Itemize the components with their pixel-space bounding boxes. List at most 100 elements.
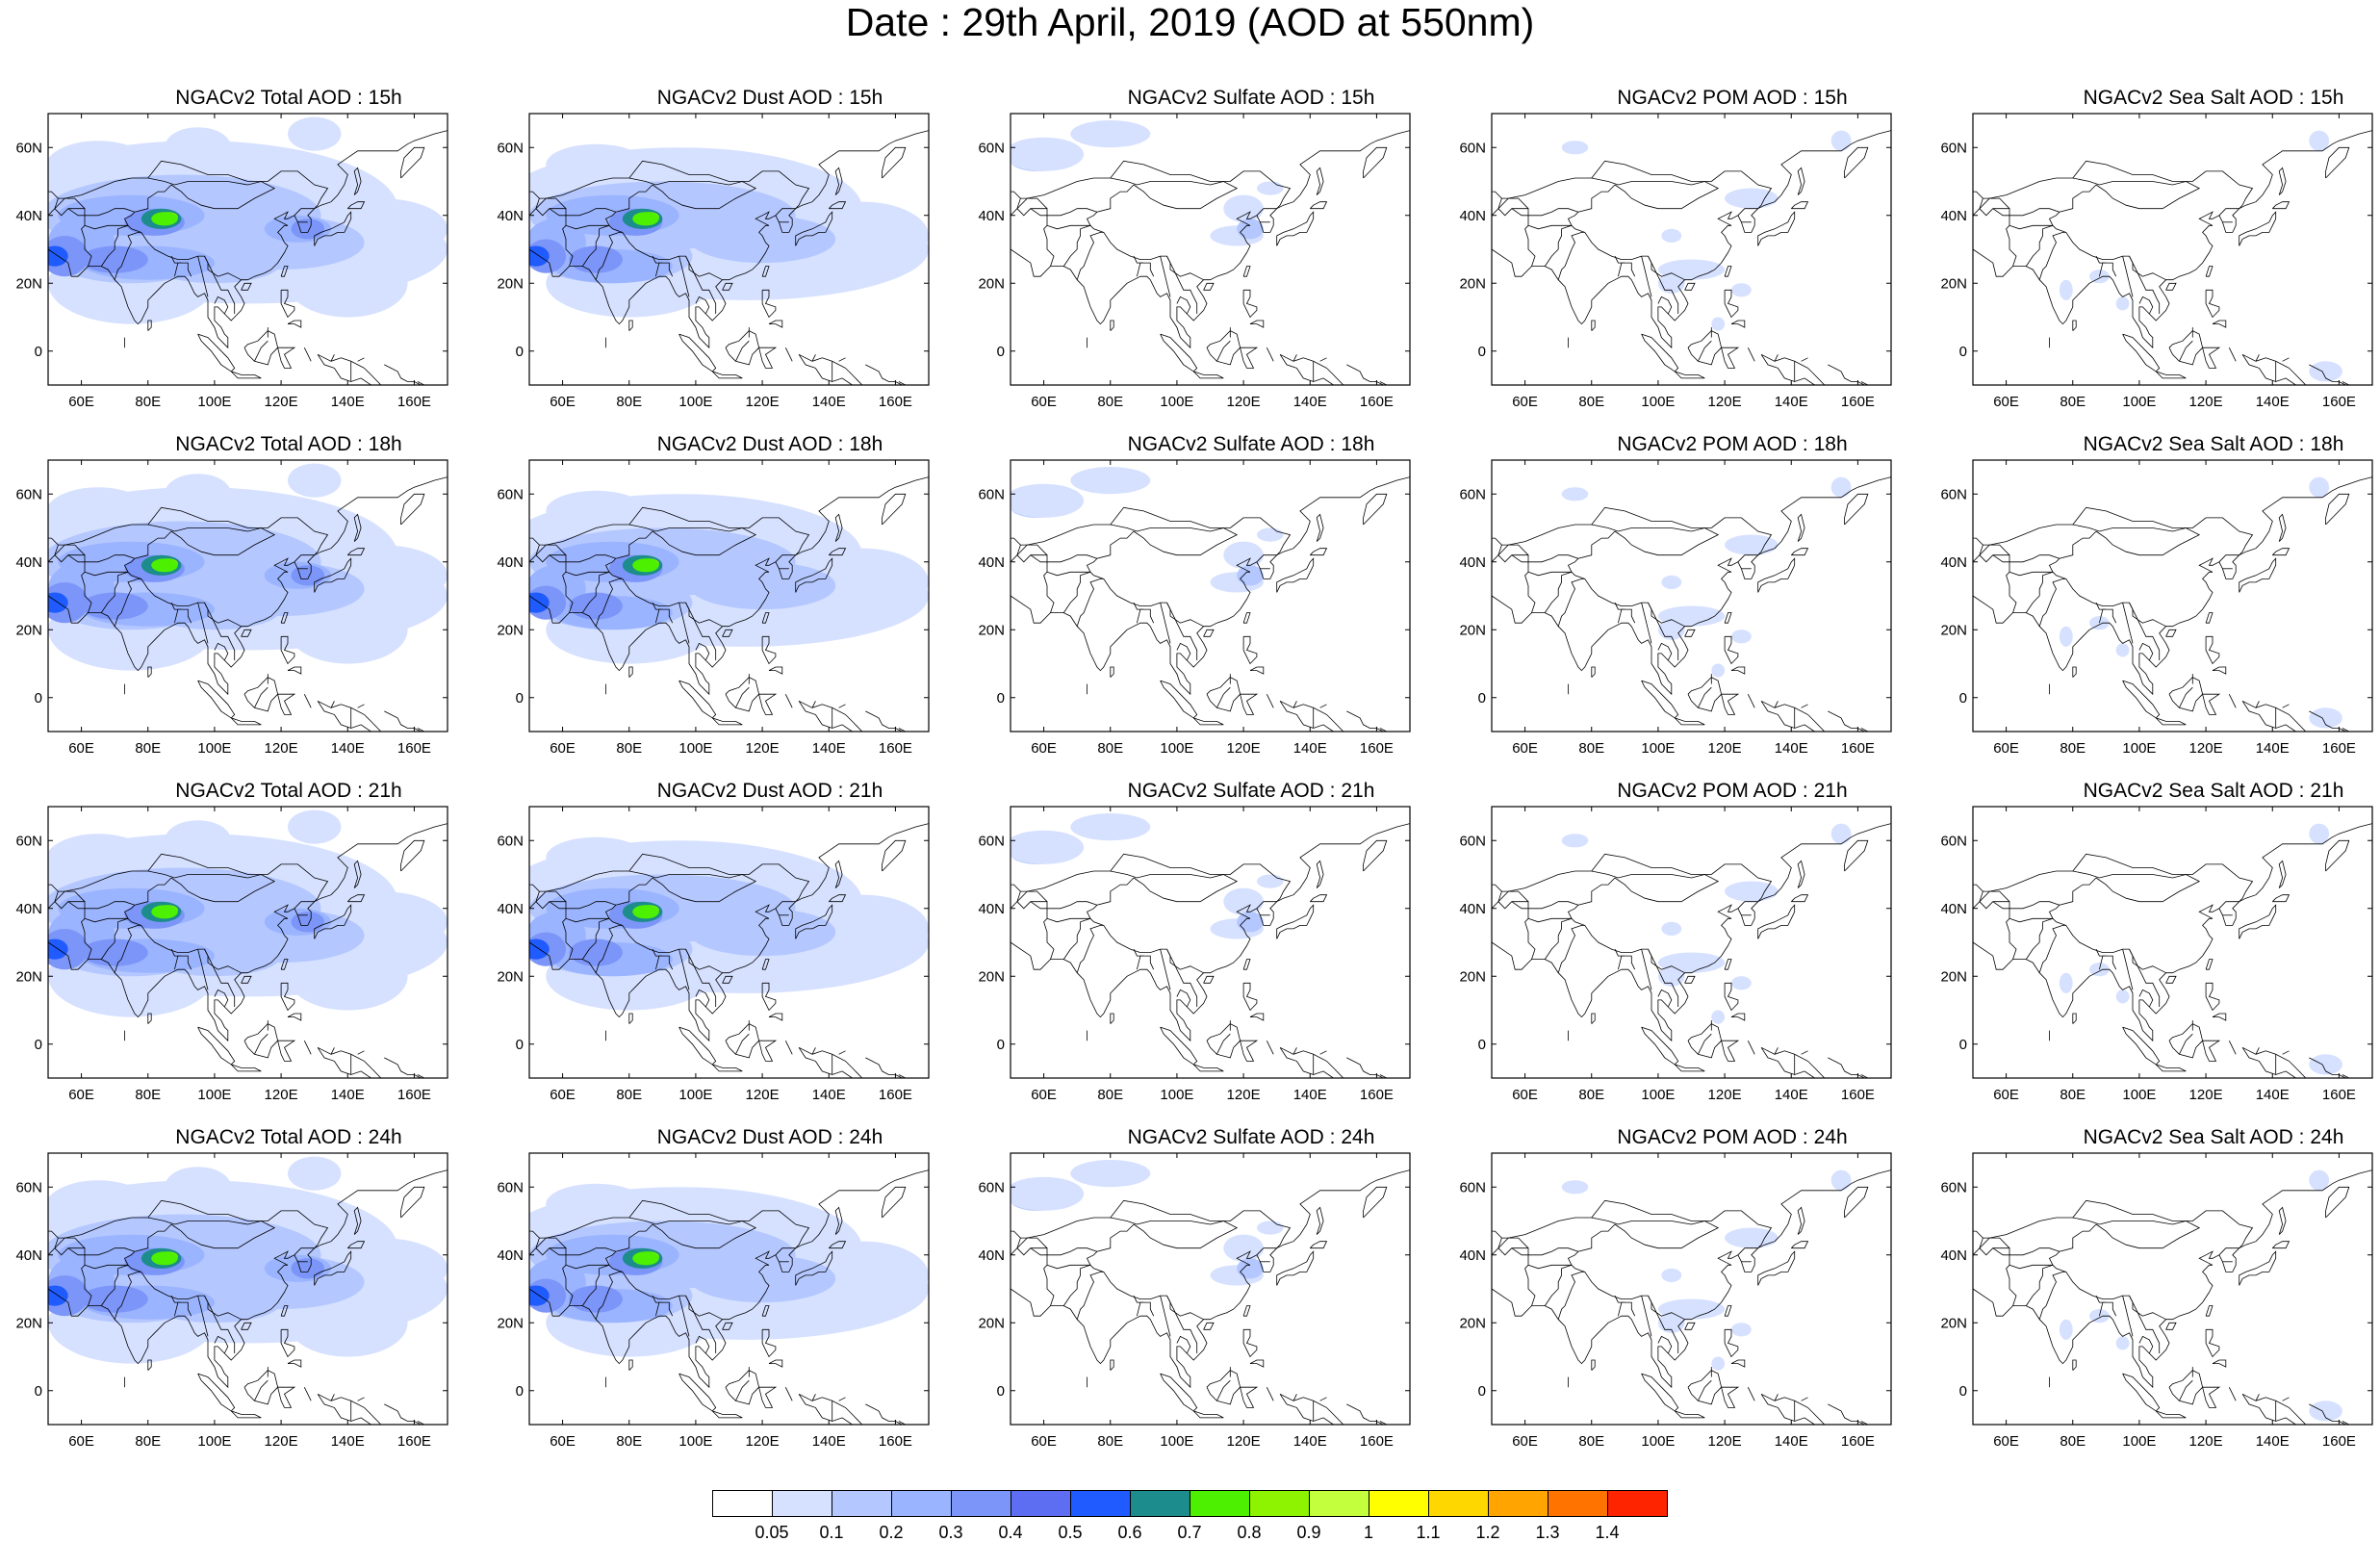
aod-region <box>1011 483 1085 518</box>
lon-tick-label: 160E <box>397 740 431 757</box>
coastline-segment <box>294 208 315 217</box>
lon-tick-label: 160E <box>879 394 912 410</box>
coastline-segment <box>1567 1223 1616 1266</box>
coastline-segment <box>54 177 276 226</box>
coastline-segment <box>1346 710 1384 732</box>
aod-region <box>2309 707 2342 729</box>
coastlines <box>1492 476 1891 732</box>
colorbar-label: 0.2 <box>879 1523 904 1542</box>
coastline-segment <box>1319 357 1327 362</box>
coastline-segment <box>695 296 710 315</box>
coastline-segment <box>711 1064 743 1072</box>
coastline-segment <box>811 701 816 708</box>
coastline-segment <box>1992 554 2060 563</box>
lon-tick-label: 60E <box>1031 1087 1057 1103</box>
aod-region <box>81 1285 148 1313</box>
aod-region <box>1658 272 1685 294</box>
coastline-segment <box>685 1295 717 1353</box>
coastline-segment <box>1497 870 1720 919</box>
lat-tick-label: 0 <box>1478 1037 1486 1053</box>
coastline-segment <box>1737 208 1758 217</box>
coastline-segment <box>565 1264 723 1321</box>
coastline-segment <box>865 710 903 732</box>
lon-tick-label: 100E <box>1641 394 1675 410</box>
coastlines <box>529 130 929 385</box>
aod-region <box>48 938 68 960</box>
lon-tick-label: 60E <box>1031 740 1057 757</box>
coastline-segment <box>1730 666 1746 675</box>
coastline-segment <box>2048 184 2097 226</box>
coastline-segment <box>1774 701 1779 708</box>
coastline-segment <box>1641 680 1679 719</box>
coastline-segment <box>280 289 295 319</box>
aod-region <box>2309 1054 2342 1075</box>
coastline-segment <box>628 666 633 678</box>
map-frame <box>47 806 448 1079</box>
coastline-segment <box>204 948 236 1007</box>
coastline-segment <box>1747 1041 1755 1055</box>
lat-tick-label: 20N <box>1459 275 1486 292</box>
coastline-segment <box>1249 1013 1265 1021</box>
lon-tick-label: 140E <box>1293 1087 1327 1103</box>
aod-region <box>291 912 325 933</box>
coastline-segment <box>1316 167 1324 195</box>
coastline-segment <box>1684 975 1696 984</box>
coastline-segment <box>1973 823 2372 1042</box>
aod-region <box>1830 476 1852 498</box>
coastline-segment <box>2155 717 2187 726</box>
aod-map: 60E 80E 100E 120E 140E 160E 60N 40N 20N 0 <box>1459 806 1892 1103</box>
coastline-segment <box>384 710 422 732</box>
coastline-segment <box>197 1296 209 1337</box>
panel-title: NGACv2 Sea Salt AOD : 24h <box>2083 1126 2344 1148</box>
map-panel: NGACv2 Dust AOD : 21h 60E 80E 100E 120E 140E 1… <box>497 778 1011 1103</box>
coastline-segment <box>67 554 136 563</box>
coastline-segment <box>1724 982 1739 1012</box>
coastline-segment <box>1110 1013 1114 1024</box>
lon-tick-label: 120E <box>1227 1087 1261 1103</box>
lat-tick-label: 60N <box>1940 833 1967 849</box>
coastline-segment <box>535 177 757 226</box>
coastline-segment <box>1216 340 1231 362</box>
coastline-segment <box>1363 1186 1388 1219</box>
coastline-segment <box>353 1206 362 1235</box>
colorbar-label: 0.9 <box>1296 1523 1321 1542</box>
coastline-segment <box>2278 167 2287 195</box>
aod-map: 60E 80E 100E 120E 140E 160E 60N 40N 20N 0 <box>497 113 930 410</box>
coastline-segment <box>1983 544 2010 555</box>
coastline-segment <box>1046 917 1204 974</box>
map-frame <box>1491 459 1892 732</box>
panel-title: NGACv2 Sulfate AOD : 21h <box>1127 780 1375 802</box>
aod-region <box>632 905 659 919</box>
lat-tick-label: 40N <box>978 1247 1005 1264</box>
coastline-segment <box>1730 320 1746 328</box>
coastline-segment <box>280 959 289 970</box>
lon-tick-label: 140E <box>1775 740 1808 757</box>
coastline-segment <box>277 693 296 715</box>
coastline-segment <box>1801 704 1808 708</box>
coastline-segment <box>2095 948 2107 957</box>
coastline-segment <box>1648 948 1679 1007</box>
coastline-segment <box>1641 256 1652 297</box>
aod-map: 60E 80E 100E 120E 140E 160E 60N 40N 20N 0 <box>1459 1152 1892 1450</box>
colorbar-label: 0.7 <box>1177 1523 1202 1542</box>
coastline-segment <box>1256 554 1277 563</box>
aod-region <box>48 245 68 267</box>
coastline-segment <box>1657 1335 1673 1354</box>
coastline-segment <box>314 1250 352 1286</box>
coastline-segment <box>2278 513 2287 542</box>
coastline-segment <box>829 201 847 210</box>
lon-tick-label: 60E <box>1512 740 1538 757</box>
lat-tick-label: 0 <box>516 1037 524 1053</box>
coastline-segment <box>1674 1410 1705 1419</box>
coastline-segment <box>604 1223 653 1266</box>
colorbar: 0.05 0.1 0.2 0.3 0.4 0.5 0.6 0.7 0.8 0.9 1 1.1 1.2 1.… <box>712 1490 1668 1542</box>
colorbar-swatch <box>832 1490 892 1517</box>
coastline-segment <box>48 130 448 349</box>
lon-tick-label: 160E <box>1360 394 1394 410</box>
coastline-segment <box>400 493 425 526</box>
lat-tick-label: 60N <box>15 486 42 502</box>
coastline-segment <box>549 208 617 217</box>
aod-region <box>1237 912 1264 933</box>
map-panel: NGACv2 POM AOD : 24h 60E 80E 100E 120E 140E 16… <box>1459 1124 1973 1450</box>
aod-field <box>48 1156 448 1425</box>
